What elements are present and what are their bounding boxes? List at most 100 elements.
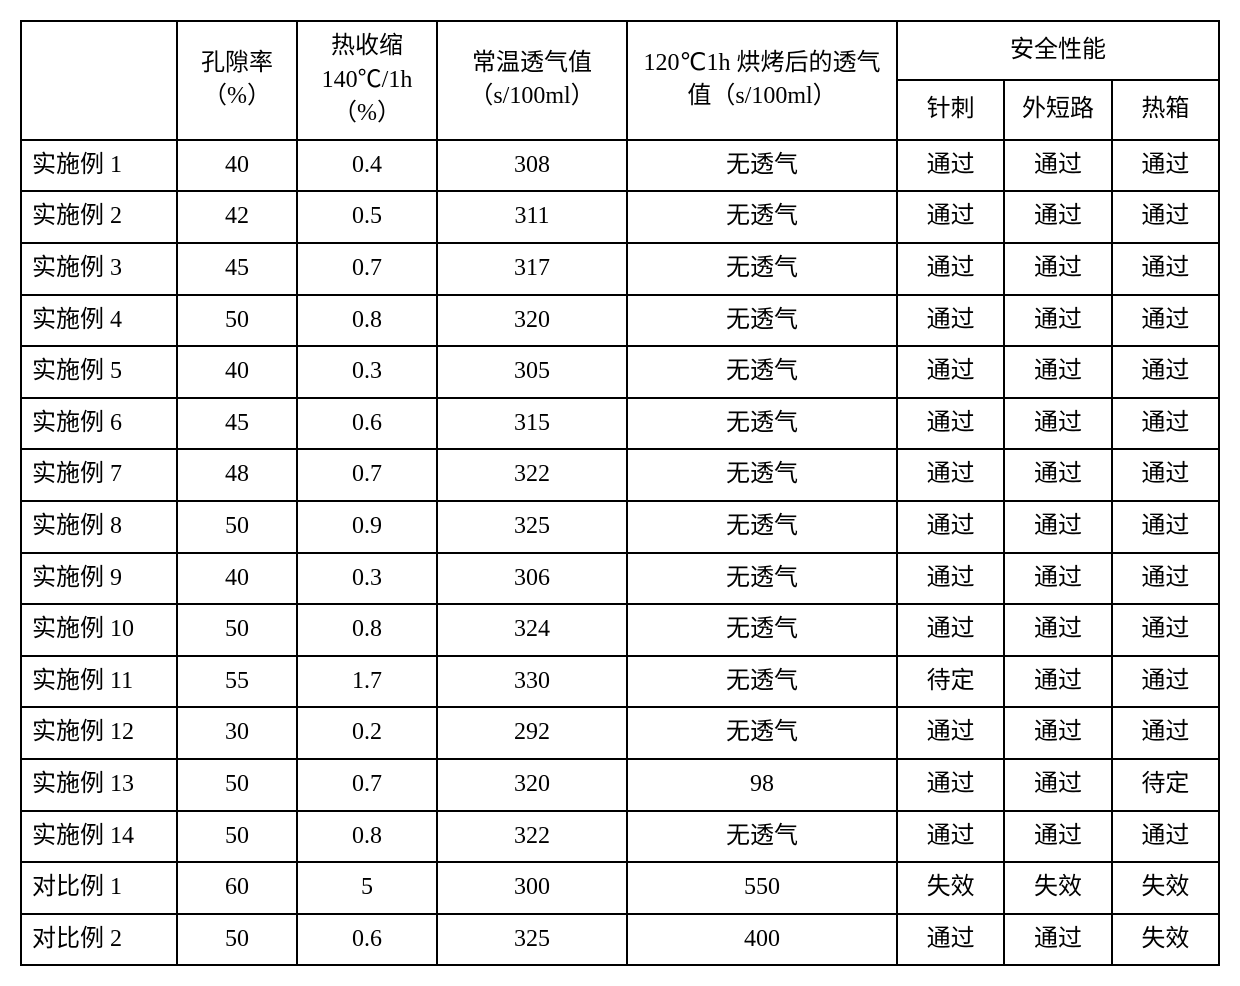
cell-porosity: 50 xyxy=(177,295,297,347)
cell-short: 通过 xyxy=(1004,604,1111,656)
cell-porosity: 48 xyxy=(177,449,297,501)
cell-short: 通过 xyxy=(1004,295,1111,347)
table-row: 实施例 10500.8324无透气通过通过通过 xyxy=(21,604,1219,656)
cell-short: 通过 xyxy=(1004,759,1111,811)
cell-needle: 通过 xyxy=(897,707,1004,759)
cell-hotbox: 通过 xyxy=(1112,656,1219,708)
cell-hotbox: 通过 xyxy=(1112,501,1219,553)
header-shrink: 热收缩140℃/1h（%） xyxy=(297,21,437,140)
cell-shrink: 0.8 xyxy=(297,811,437,863)
table-row: 实施例 6450.6315无透气通过通过通过 xyxy=(21,398,1219,450)
cell-perm-baked: 无透气 xyxy=(627,398,897,450)
cell-short: 通过 xyxy=(1004,191,1111,243)
cell-porosity: 30 xyxy=(177,707,297,759)
cell-shrink: 1.7 xyxy=(297,656,437,708)
cell-shrink: 0.3 xyxy=(297,346,437,398)
cell-hotbox: 通过 xyxy=(1112,553,1219,605)
cell-porosity: 45 xyxy=(177,398,297,450)
cell-hotbox: 通过 xyxy=(1112,811,1219,863)
cell-needle: 通过 xyxy=(897,759,1004,811)
cell-needle: 通过 xyxy=(897,295,1004,347)
cell-shrink: 0.7 xyxy=(297,243,437,295)
header-blank xyxy=(21,21,177,140)
cell-shrink: 0.7 xyxy=(297,759,437,811)
cell-shrink: 0.5 xyxy=(297,191,437,243)
cell-hotbox: 通过 xyxy=(1112,346,1219,398)
cell-short: 通过 xyxy=(1004,398,1111,450)
cell-porosity: 50 xyxy=(177,811,297,863)
cell-hotbox: 通过 xyxy=(1112,140,1219,192)
cell-perm-rt: 322 xyxy=(437,811,627,863)
cell-perm-rt: 311 xyxy=(437,191,627,243)
cell-perm-baked: 无透气 xyxy=(627,604,897,656)
cell-perm-rt: 317 xyxy=(437,243,627,295)
cell-short: 通过 xyxy=(1004,914,1111,966)
cell-perm-baked: 无透气 xyxy=(627,295,897,347)
cell-label: 实施例 6 xyxy=(21,398,177,450)
cell-porosity: 40 xyxy=(177,553,297,605)
cell-shrink: 0.6 xyxy=(297,398,437,450)
header-safety-needle: 针刺 xyxy=(897,80,1004,139)
table-row: 实施例 2420.5311无透气通过通过通过 xyxy=(21,191,1219,243)
header-safety-short: 外短路 xyxy=(1004,80,1111,139)
cell-perm-baked: 无透气 xyxy=(627,553,897,605)
table-row: 实施例 1400.4308无透气通过通过通过 xyxy=(21,140,1219,192)
cell-perm-baked: 550 xyxy=(627,862,897,914)
cell-label: 实施例 12 xyxy=(21,707,177,759)
cell-perm-rt: 315 xyxy=(437,398,627,450)
cell-needle: 通过 xyxy=(897,811,1004,863)
cell-porosity: 50 xyxy=(177,501,297,553)
table-row: 实施例 13500.732098通过通过待定 xyxy=(21,759,1219,811)
cell-porosity: 40 xyxy=(177,140,297,192)
cell-label: 实施例 14 xyxy=(21,811,177,863)
cell-porosity: 40 xyxy=(177,346,297,398)
table-row: 实施例 4500.8320无透气通过通过通过 xyxy=(21,295,1219,347)
cell-perm-rt: 305 xyxy=(437,346,627,398)
header-row-1: 孔隙率（%） 热收缩140℃/1h（%） 常温透气值（s/100ml） 120℃… xyxy=(21,21,1219,80)
table-row: 对比例 2500.6325400通过通过失效 xyxy=(21,914,1219,966)
cell-perm-rt: 325 xyxy=(437,501,627,553)
cell-hotbox: 通过 xyxy=(1112,295,1219,347)
cell-hotbox: 通过 xyxy=(1112,243,1219,295)
cell-short: 通过 xyxy=(1004,449,1111,501)
cell-perm-baked: 无透气 xyxy=(627,449,897,501)
data-table: 孔隙率（%） 热收缩140℃/1h（%） 常温透气值（s/100ml） 120℃… xyxy=(20,20,1220,966)
cell-perm-rt: 292 xyxy=(437,707,627,759)
cell-short: 通过 xyxy=(1004,553,1111,605)
cell-shrink: 0.9 xyxy=(297,501,437,553)
cell-label: 实施例 9 xyxy=(21,553,177,605)
cell-perm-baked: 400 xyxy=(627,914,897,966)
header-porosity: 孔隙率（%） xyxy=(177,21,297,140)
cell-porosity: 42 xyxy=(177,191,297,243)
cell-porosity: 45 xyxy=(177,243,297,295)
cell-hotbox: 通过 xyxy=(1112,191,1219,243)
cell-perm-baked: 无透气 xyxy=(627,707,897,759)
cell-shrink: 0.3 xyxy=(297,553,437,605)
cell-perm-baked: 无透气 xyxy=(627,656,897,708)
cell-short: 通过 xyxy=(1004,811,1111,863)
cell-perm-baked: 无透气 xyxy=(627,140,897,192)
cell-perm-baked: 无透气 xyxy=(627,811,897,863)
table-row: 实施例 8500.9325无透气通过通过通过 xyxy=(21,501,1219,553)
header-safety-hotbox: 热箱 xyxy=(1112,80,1219,139)
cell-hotbox: 通过 xyxy=(1112,398,1219,450)
cell-shrink: 0.2 xyxy=(297,707,437,759)
cell-short: 通过 xyxy=(1004,707,1111,759)
cell-short: 通过 xyxy=(1004,656,1111,708)
table-row: 实施例 7480.7322无透气通过通过通过 xyxy=(21,449,1219,501)
cell-label: 实施例 8 xyxy=(21,501,177,553)
header-safety-group: 安全性能 xyxy=(897,21,1219,80)
cell-perm-baked: 无透气 xyxy=(627,501,897,553)
cell-hotbox: 通过 xyxy=(1112,604,1219,656)
cell-hotbox: 通过 xyxy=(1112,707,1219,759)
cell-label: 实施例 7 xyxy=(21,449,177,501)
table-body: 实施例 1400.4308无透气通过通过通过实施例 2420.5311无透气通过… xyxy=(21,140,1219,966)
cell-hotbox: 待定 xyxy=(1112,759,1219,811)
cell-short: 通过 xyxy=(1004,140,1111,192)
cell-perm-rt: 306 xyxy=(437,553,627,605)
cell-perm-baked: 无透气 xyxy=(627,191,897,243)
cell-label: 实施例 3 xyxy=(21,243,177,295)
cell-shrink: 0.8 xyxy=(297,604,437,656)
cell-porosity: 60 xyxy=(177,862,297,914)
cell-label: 实施例 4 xyxy=(21,295,177,347)
